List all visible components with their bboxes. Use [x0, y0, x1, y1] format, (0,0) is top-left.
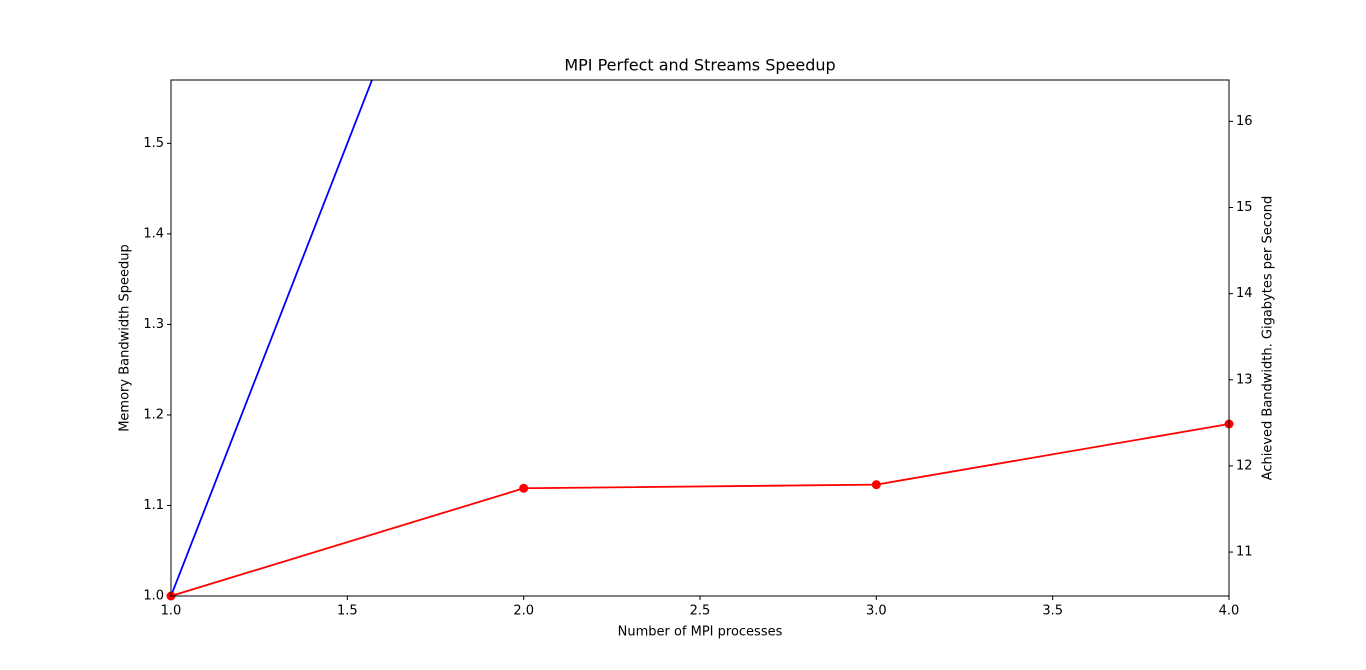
- y-axis-label: Memory Bandwidth Speedup: [118, 244, 133, 432]
- x-tick-label: 1.0: [161, 604, 182, 619]
- series-marker: [871, 480, 881, 490]
- x-tick-label: 3.5: [1042, 604, 1063, 619]
- x-axis-label: Number of MPI processes: [618, 625, 783, 640]
- x-tick-label: 1.5: [337, 604, 358, 619]
- y2-tick-label: 13: [1236, 372, 1253, 387]
- y-tick-label: 1.0: [143, 589, 164, 604]
- x-tick-label: 4.0: [1219, 604, 1240, 619]
- y-tick-label: 1.3: [143, 317, 164, 332]
- y-tick-label: 1.5: [143, 136, 164, 151]
- series-line: [171, 423, 1229, 596]
- series-line: [171, 80, 373, 596]
- y2-axis-label: Achieved Bandwidth. Gigabytes per Second: [1261, 196, 1276, 481]
- y2-tick-label: 11: [1236, 545, 1253, 560]
- y-tick-label: 1.4: [143, 226, 164, 241]
- y-tick-label: 1.1: [143, 498, 164, 513]
- plot-frame: [170, 79, 1230, 597]
- y2-tick-label: 14: [1236, 286, 1253, 301]
- y2-tick-label: 12: [1236, 458, 1253, 473]
- x-tick-label: 2.0: [513, 604, 534, 619]
- series-marker: [519, 483, 529, 493]
- y2-tick-label: 16: [1236, 114, 1253, 129]
- y2-tick-label: 15: [1236, 200, 1253, 215]
- y-tick-label: 1.2: [143, 407, 164, 422]
- chart-title: MPI Perfect and Streams Speedup: [564, 56, 835, 75]
- x-tick-label: 3.0: [866, 604, 887, 619]
- x-tick-label: 2.5: [690, 604, 711, 619]
